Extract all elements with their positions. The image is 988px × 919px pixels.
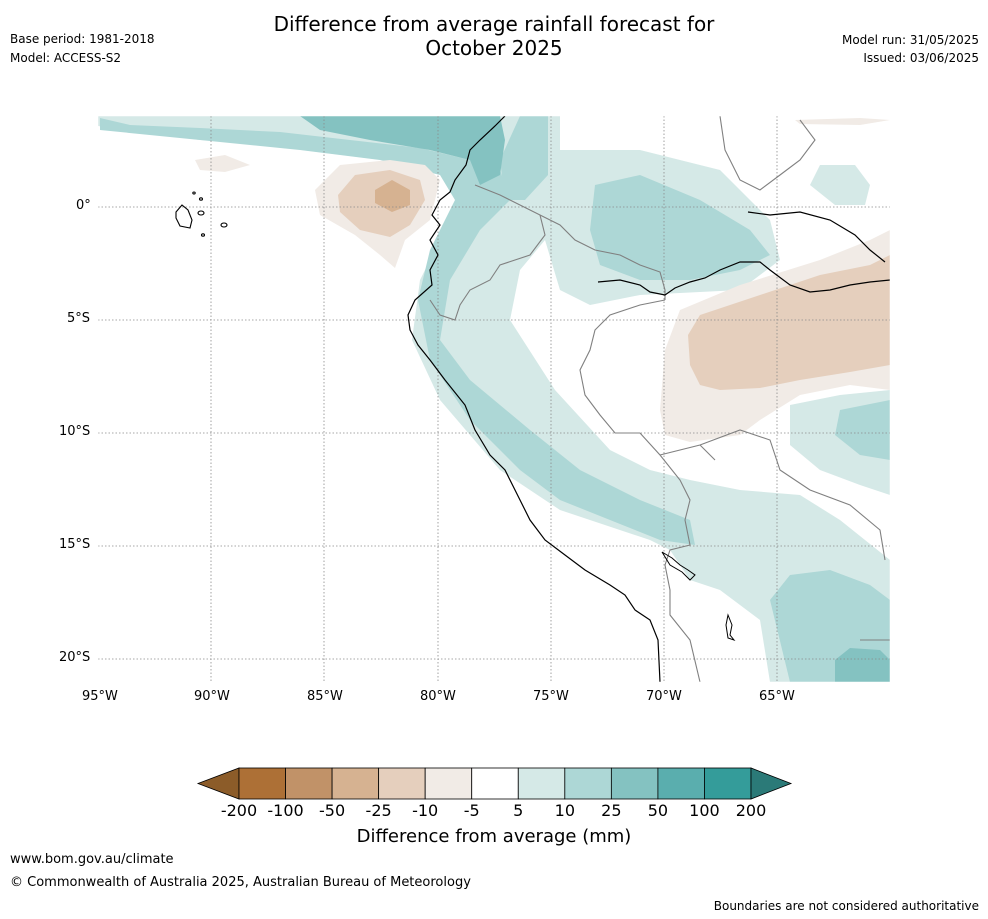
colorbar-tick-label: -10: [412, 801, 439, 820]
lon-tick-label: 90°W: [194, 689, 230, 704]
lon-tick-label: 95°W: [82, 689, 118, 704]
colorbar-tick-label: -50: [319, 801, 346, 820]
lake-titicaca: [661, 551, 736, 642]
base-period-text: Base period: 1981-2018: [10, 32, 155, 46]
galapagos-islands: [175, 191, 228, 237]
colorbar-tick-label: 10: [554, 801, 575, 820]
lat-tick-label: 10°S: [59, 424, 91, 439]
lon-tick-label: 75°W: [533, 689, 569, 704]
lat-tick-label: 20°S: [59, 650, 91, 665]
map-title-line1: Difference from average rainfall forecas…: [273, 12, 715, 36]
colorbar-tick-label: 200: [735, 801, 767, 820]
model-run-text: Model run: 31/05/2025: [841, 33, 979, 47]
lat-tick-label: 15°S: [59, 537, 91, 552]
graticule: [98, 116, 890, 682]
colorbar-tick-label: -25: [365, 801, 392, 820]
lon-tick-label: 65°W: [759, 689, 795, 704]
coastlines: [407, 116, 890, 682]
map-title-line2: October 2025: [425, 36, 563, 60]
colorbar-tick-label: -5: [463, 801, 480, 820]
country-borders: [429, 116, 890, 682]
colorbar-tick-label: 50: [647, 801, 669, 820]
lat-tick-label: 5°S: [67, 311, 91, 326]
lat-tick-label: 0°: [76, 198, 91, 213]
disclaimer-text: Boundaries are not considered authoritat…: [713, 899, 979, 913]
map-title: Difference from average rainfall forecas…: [0, 12, 988, 60]
anomaly-minus25-50-areas: [375, 180, 410, 212]
website-link[interactable]: www.bom.gov.au/climate: [10, 852, 174, 867]
colorbar-title: Difference from average (mm): [356, 826, 632, 847]
lon-tick-label: 85°W: [307, 689, 343, 704]
colorbar-tick-label: 25: [601, 801, 622, 820]
colorbar-tick-label: -100: [267, 801, 304, 820]
colorbar-tick-label: 5: [513, 801, 524, 820]
issued-text: Issued: 03/06/2025: [863, 51, 979, 65]
colorbar-tick-label: -200: [220, 801, 258, 820]
copyright-text: © Commonwealth of Australia 2025, Austra…: [10, 875, 471, 890]
model-text: Model: ACCESS-S2: [10, 51, 122, 65]
anomaly-25-50-areas: [300, 116, 890, 682]
lon-tick-label: 70°W: [646, 689, 682, 704]
colorbar-tick-label: 100: [689, 801, 720, 820]
lon-tick-label: 80°W: [420, 689, 456, 704]
